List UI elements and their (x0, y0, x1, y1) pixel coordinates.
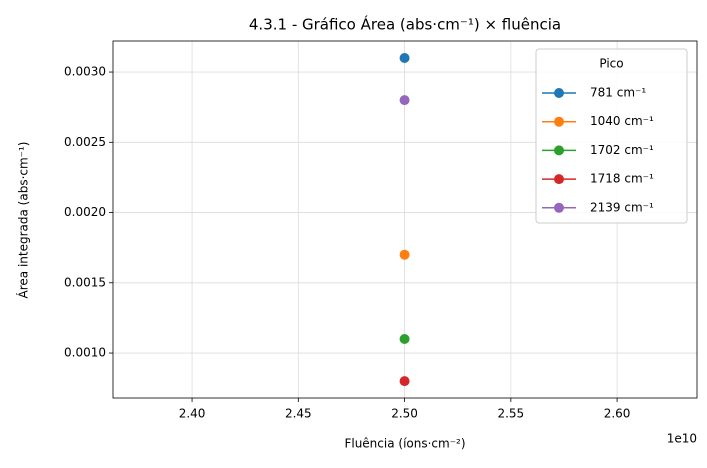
chart-title: 4.3.1 - Gráfico Área (abs·cm⁻¹) × fluênc… (249, 15, 561, 34)
legend-label: 1702 cm⁻¹ (590, 143, 654, 157)
x-tick-label: 2.50 (391, 407, 418, 421)
legend-label: 781 cm⁻¹ (590, 86, 646, 100)
data-point (399, 333, 410, 344)
y-tick-label: 0.0010 (64, 346, 106, 360)
data-point (399, 376, 410, 387)
legend-box (535, 48, 688, 224)
data-point (399, 95, 410, 106)
legend-label: 1040 cm⁻¹ (590, 114, 654, 128)
x-offset-label: 1e10 (667, 432, 697, 446)
y-tick-label: 0.0025 (64, 135, 106, 149)
legend-marker (554, 88, 564, 98)
legend-label: 2139 cm⁻¹ (590, 200, 654, 214)
y-tick-label: 0.0020 (64, 205, 106, 219)
legend-marker (554, 202, 564, 213)
legend: Pico 781 cm⁻¹ 1040 cm⁻¹ 1702 cm⁻¹ 1718 cm⁻¹ 2… (535, 48, 688, 224)
y-axis-label: Área integrada (abs·cm⁻¹) (16, 142, 31, 299)
y-tick-label: 0.0015 (64, 275, 106, 289)
x-tick-label: 2.55 (497, 407, 524, 421)
legend-title: Pico (599, 57, 623, 71)
x-tick-label: 2.40 (179, 407, 206, 421)
legend-marker (554, 174, 564, 185)
data-point (399, 249, 410, 260)
x-tick-label: 2.45 (285, 407, 312, 421)
x-tick-label: 2.60 (604, 407, 631, 421)
plot-frame (112, 40, 698, 399)
legend-marker (554, 145, 564, 156)
data-point (399, 53, 410, 63)
x-axis-label: Fluência (íons·cm⁻²) (344, 437, 465, 451)
legend-marker (554, 116, 564, 127)
y-tick-label: 0.0030 (64, 65, 106, 79)
legend-label: 1718 cm⁻¹ (590, 172, 654, 186)
